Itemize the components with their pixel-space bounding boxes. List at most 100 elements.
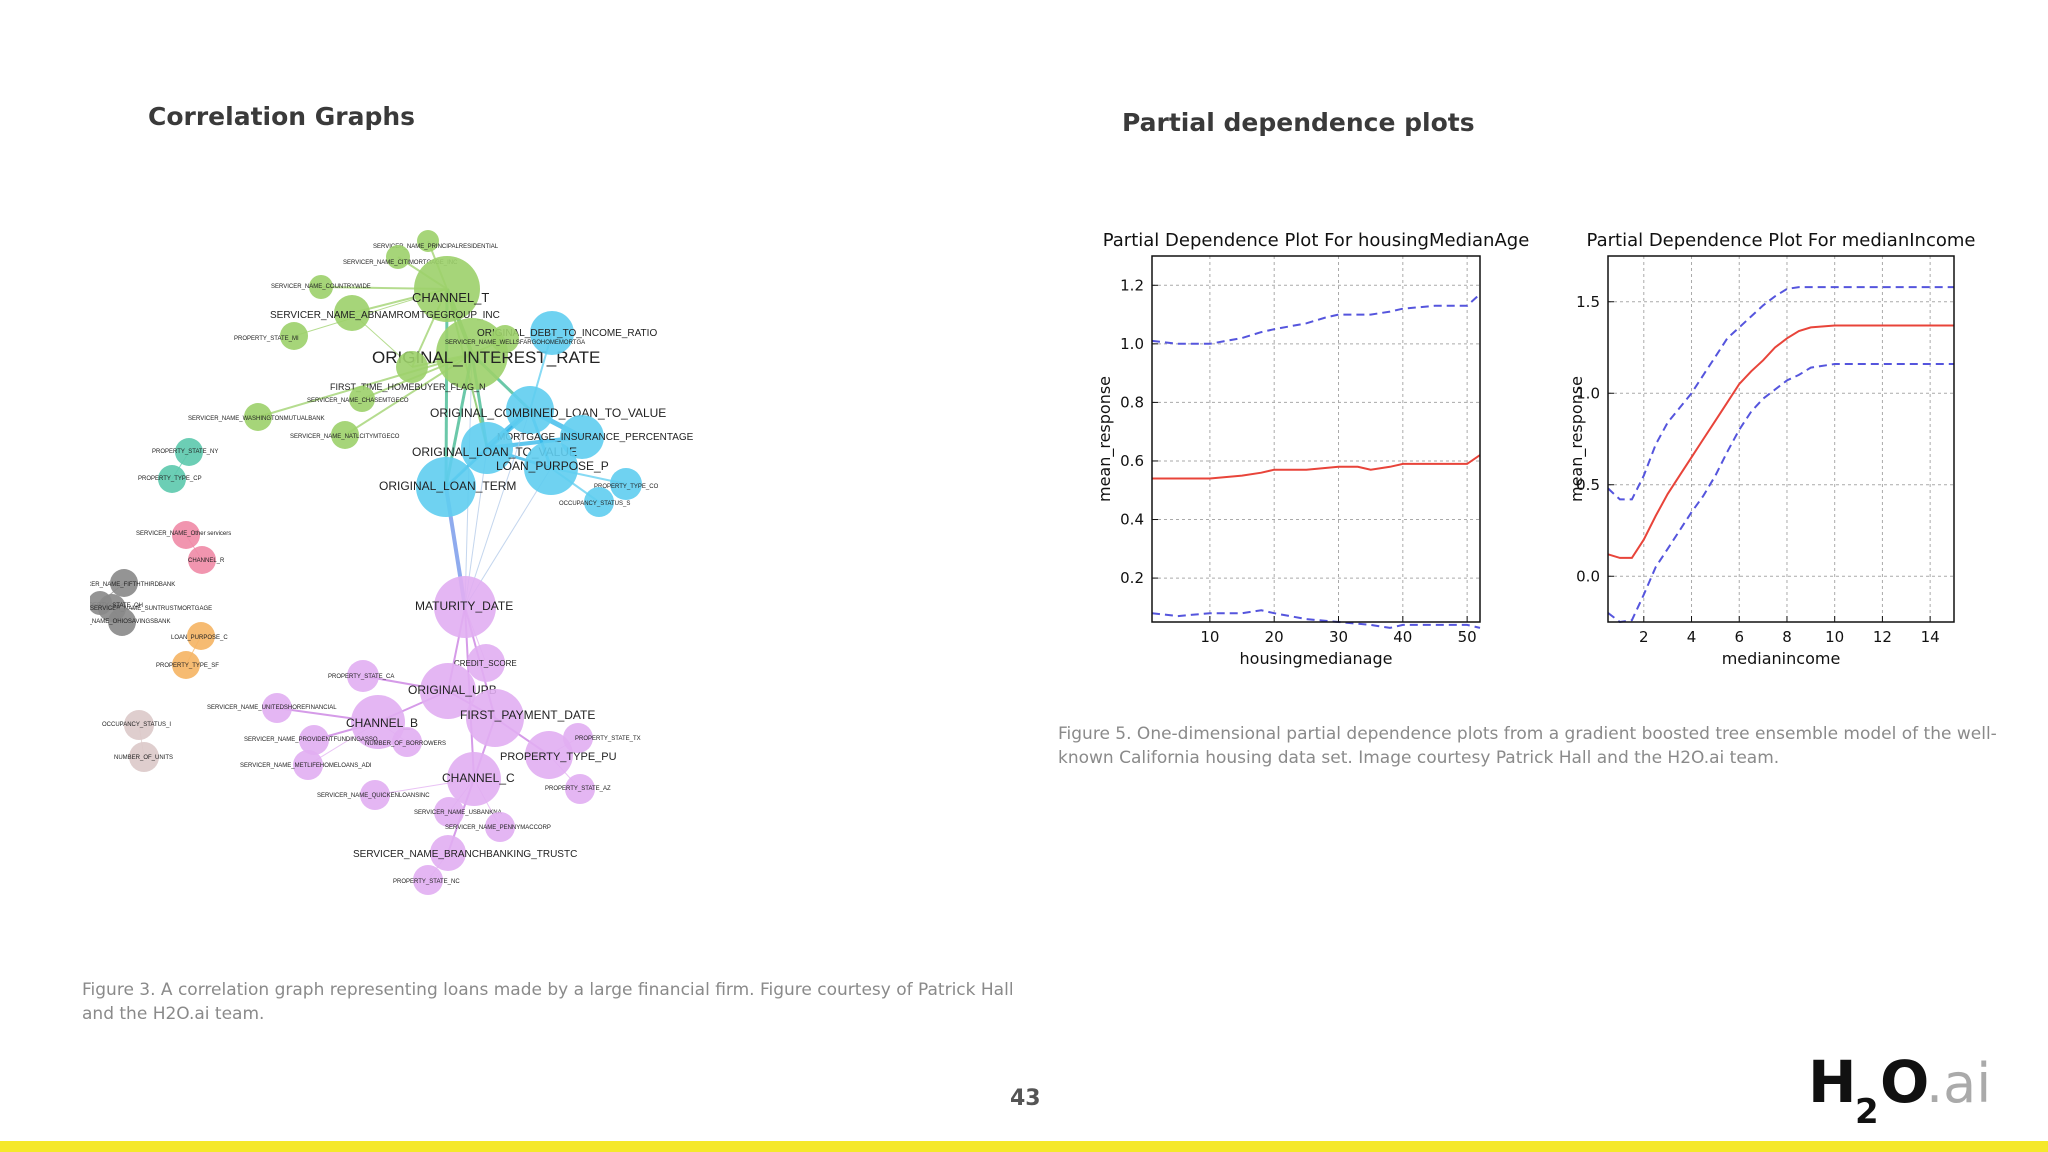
graph-node: SERVICER_NAME_CITIMORTGAGE_INC xyxy=(343,245,458,269)
graph-node-label: PROPERTY_STATE_MI xyxy=(234,336,299,342)
graph-node: ORIGINAL_UPB xyxy=(408,663,497,719)
graph-node: NUMBER_OF_BORROWERS xyxy=(365,727,446,757)
plot-frame xyxy=(1151,255,1481,623)
figure-5-caption: Figure 5. One-dimensional partial depend… xyxy=(1058,724,1997,768)
pdp-mean-line xyxy=(1607,324,1954,559)
y-tick-label: 1.5 xyxy=(1576,293,1600,311)
graph-node: SERVICER_NAME_METLIFEHOMELOANS_ADI xyxy=(240,750,372,780)
graph-node-label: SERVICER_NAME_FIFTHTHIRDBANK xyxy=(90,582,175,588)
graph-node-label: PROPERTY_TYPE_CP xyxy=(138,476,202,482)
graph-node: SERVICER_NAME_COUNTRYWIDE xyxy=(271,275,371,299)
graph-node: PROPERTY_TYPE_CO xyxy=(594,468,659,500)
graph-node: OCCUPANCY_STATUS_S xyxy=(559,487,630,517)
pdp-mean-line xyxy=(1152,454,1481,480)
y-tick-label: 0.2 xyxy=(1120,569,1144,587)
correlation-graph: SERVICER_NAME_PRINCIPALRESIDENTIAL SERVIC… xyxy=(90,230,694,895)
graph-node: CHANNEL_R xyxy=(188,546,225,574)
figure-3-caption: Figure 3. A correlation graph representi… xyxy=(82,980,1014,1024)
x-tick-label: 4 xyxy=(1687,628,1697,646)
graph-node: SERVICER_NAME_WASHINGTONMUTUALBANK xyxy=(188,403,325,431)
graph-node-label: PROPERTY_STATE_TX xyxy=(575,736,641,742)
y-axis-label: mean_response xyxy=(1095,376,1115,502)
graph-node-label: SERVICER_NAME_USBANKNA xyxy=(414,810,502,816)
graph-node-label: MORTGAGE_INSURANCE_PERCENTAGE xyxy=(497,432,694,443)
graph-node-label: SERVICER_NAME_BRANCHBANKING_TRUSTC xyxy=(353,849,577,860)
graph-nodes: SERVICER_NAME_PRINCIPALRESIDENTIAL SERVIC… xyxy=(90,230,694,895)
graph-node-label: LOAN_PURPOSE_P xyxy=(496,459,609,473)
graph-node: FIRST_PAYMENT_DATE xyxy=(460,689,595,747)
graph-node: SERVICER_NAME_SUNTRUSTMORTGAGE xyxy=(90,591,212,615)
graph-node: PROPERTY_STATE_TX xyxy=(563,723,641,753)
graph-node-label: ORIGINAL_UPB xyxy=(408,683,497,697)
x-tick-label: 14 xyxy=(1921,628,1940,646)
graph-node-label: PROPERTY_TYPE_PU xyxy=(500,751,617,763)
graph-node: SERVICER_NAME_UNITEDSHOREFINANCIAL xyxy=(207,693,337,723)
graph-node-label: PROPERTY_STATE_AZ xyxy=(545,786,611,792)
graph-node-label: SERVICER_NAME_WELLSFARGOHOMEMORTGA xyxy=(445,340,585,346)
x-tick-label: 8 xyxy=(1782,628,1792,646)
graph-node-label: LOAN_PURPOSE_C xyxy=(171,635,228,641)
pdp-bound-line xyxy=(1151,293,1481,345)
graph-node-label: CHANNEL_B xyxy=(346,716,418,730)
graph-node: SERVICER_NAME_BRANCHBANKING_TRUSTC xyxy=(353,835,577,871)
graph-node: CHANNEL_T xyxy=(412,256,489,322)
x-tick-label: 10 xyxy=(1200,628,1219,646)
graph-node: SERVICER_NAME_Other servicers xyxy=(136,521,231,549)
graph-node-label: ORIGINAL_DEBT_TO_INCOME_RATIO xyxy=(477,328,657,339)
graph-node: PROPERTY_STATE_MI xyxy=(234,322,308,350)
pdp-housing-median-age: Partial Dependence Plot For housingMedia… xyxy=(1095,230,1529,668)
graph-node-label: PROPERTY_TYPE_SF xyxy=(156,663,219,669)
graph-node-label: SERVICER_NAME_METLIFEHOMELOANS_ADI xyxy=(240,763,372,769)
graph-node-label: SERVICER_NAME_PRINCIPALRESIDENTIAL xyxy=(373,244,499,250)
x-axis-label: medianincome xyxy=(1722,649,1841,668)
pdp-bound-line xyxy=(1151,609,1481,629)
graph-node-label: CHANNEL_T xyxy=(412,290,489,305)
graph-node-label: SERVICER_NAME_QUICKENLOANSINC xyxy=(317,793,430,799)
graph-node: CHANNEL_B xyxy=(346,695,418,749)
graph-node-label: ORIGINAL_COMBINED_LOAN_TO_VALUE xyxy=(430,406,666,420)
partial-dependence-title: Partial dependence plots xyxy=(1122,108,1475,137)
graph-node: PROPERTY_TYPE_PU xyxy=(500,731,617,779)
x-tick-label: 12 xyxy=(1873,628,1892,646)
graph-node-label: SERVICER_NAME_CITIMORTGAGE_INC xyxy=(343,260,458,266)
graph-node: OCCUPANCY_STATUS_I xyxy=(102,710,171,740)
graph-node-label: PROPERTY_STATE_NY xyxy=(152,449,218,455)
graph-node: SERVICER_NAME_CHASEMTGECO xyxy=(307,386,409,412)
graph-node-label: FIRST_PAYMENT_DATE xyxy=(460,708,595,722)
graph-node: ORIGINAL_LOAN_TERM xyxy=(379,457,516,517)
graph-node: MATURITY_DATE xyxy=(415,576,513,638)
graph-node: ORIGINAL_DEBT_TO_INCOME_RATIO xyxy=(477,311,657,355)
graph-node-label: SERVICER_NAME_PROVIDENTFUNDINGASSO xyxy=(244,737,378,743)
graph-node-label: SERVICER_NAME_Other servicers xyxy=(136,531,231,537)
graph-node-label: SERVICER_NAME_COUNTRYWIDE xyxy=(271,284,371,290)
x-tick-label: 6 xyxy=(1734,628,1744,646)
x-axis-label: housingmedianage xyxy=(1240,649,1393,668)
graph-node: PROPERTY_STATE_NC xyxy=(393,865,460,895)
svg-text:H: H xyxy=(1808,1050,1857,1116)
graph-node-label: SERVICER_NAME_CHASEMTGECO xyxy=(307,398,409,404)
graph-node: MORTGAGE_INSURANCE_PERCENTAGE xyxy=(497,415,694,459)
svg-text:.ai: .ai xyxy=(1926,1052,1991,1115)
y-tick-label: 0.6 xyxy=(1120,452,1144,470)
graph-node-label: ORIGINAL_LOAN_TERM xyxy=(379,479,516,493)
graph-node-label: PROPERTY_STATE_NC xyxy=(393,879,460,885)
graph-node-label: SERVICER_NAME_UNITEDSHOREFINANCIAL xyxy=(207,705,337,711)
y-tick-label: 0.8 xyxy=(1120,393,1144,411)
graph-node-label: PROPERTY_TYPE_CO xyxy=(594,484,659,490)
pdp-bound-line xyxy=(1607,286,1954,501)
x-tick-label: 30 xyxy=(1329,628,1348,646)
y-tick-label: 1.2 xyxy=(1120,276,1144,294)
y-tick-label: 0.0 xyxy=(1576,567,1600,585)
graph-edge xyxy=(444,288,449,488)
graph-node: LOAN_PURPOSE_C xyxy=(171,622,228,650)
graph-node: SERVICER_NAME_PROVIDENTFUNDINGASSO xyxy=(244,725,378,755)
graph-node-label: OCCUPANCY_STATUS_I xyxy=(102,722,171,728)
h2o-ai-logo: H 2 O .ai xyxy=(1808,1050,1991,1130)
graph-node-label: NUMBER_OF_BORROWERS xyxy=(365,741,446,747)
graph-node-label: SERVICER_NAME_OHIOSAVINGSBANK xyxy=(90,619,170,625)
graph-node: SERVICER_NAME_USBANKNA xyxy=(414,797,502,827)
graph-node-label: NUMBER_OF_UNITS xyxy=(114,755,173,761)
graph-edge xyxy=(464,409,531,608)
svg-text:O: O xyxy=(1880,1050,1929,1116)
graph-node: PROPERTY_TYPE_CP xyxy=(138,465,202,493)
